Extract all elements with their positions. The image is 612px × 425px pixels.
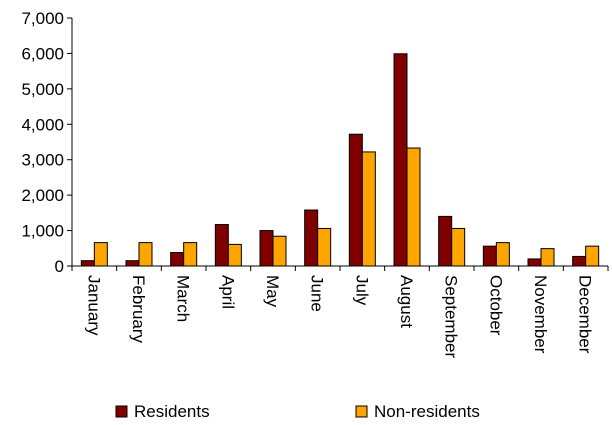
- y-tick-label: 1,000: [21, 222, 64, 241]
- bars: [80, 53, 600, 267]
- x-tick-label-october: October: [486, 275, 505, 336]
- bar-non-residents-march: [183, 242, 198, 267]
- y-tick-label: 5,000: [21, 80, 64, 99]
- bar-residents-february: [125, 260, 140, 267]
- y-tick-label: 3,000: [21, 151, 64, 170]
- bar-non-residents-november: [540, 248, 555, 267]
- bar-non-residents-august: [406, 147, 421, 267]
- x-tick-label-november: November: [531, 275, 550, 354]
- x-tick-label-february: February: [129, 275, 148, 344]
- bar-residents-november: [527, 258, 542, 267]
- bar-residents-march: [170, 252, 185, 267]
- x-tick-label-june: June: [308, 275, 327, 312]
- bar-residents-may: [259, 230, 274, 267]
- bar-non-residents-june: [317, 227, 332, 267]
- x-tick-label-july: July: [352, 275, 371, 306]
- bar-residents-april: [214, 224, 229, 267]
- bar-non-residents-april: [227, 243, 242, 267]
- x-tick-label-april: April: [218, 275, 237, 309]
- bar-residents-december: [572, 255, 587, 267]
- bar-non-residents-may: [272, 235, 287, 267]
- legend: Residents Non-residents: [115, 402, 480, 421]
- bar-non-residents-july: [361, 151, 376, 267]
- bar-residents-october: [482, 245, 497, 267]
- legend-label-residents: Residents: [134, 402, 210, 421]
- x-tick-label-september: September: [442, 275, 461, 358]
- bar-non-residents-february: [138, 242, 153, 267]
- x-tick-label-january: January: [84, 275, 103, 336]
- y-tick-label: 6,000: [21, 44, 64, 63]
- legend-swatch-non-residents: [355, 405, 368, 418]
- x-tick-label-december: December: [576, 275, 595, 354]
- bar-non-residents-december: [585, 245, 600, 267]
- x-tick-label-march: March: [174, 275, 193, 322]
- y-axis-ticks: 0 1,000 2,000 3,000 4,000 5,000 6,000 7,000: [21, 9, 609, 276]
- bar-residents-july: [348, 133, 363, 267]
- x-axis-labels: January February March April May June July Augu…: [84, 275, 594, 358]
- bar-non-residents-october: [495, 242, 510, 267]
- y-tick-label: 0: [55, 257, 64, 276]
- legend-label-non-residents: Non-residents: [374, 402, 480, 421]
- bar-residents-august: [393, 53, 408, 267]
- bar-non-residents-january: [93, 242, 108, 267]
- bar-residents-january: [80, 260, 95, 267]
- bar-non-residents-september: [451, 227, 466, 267]
- x-tick-label-may: May: [263, 275, 282, 308]
- bar-residents-september: [438, 215, 453, 267]
- y-tick-label: 2,000: [21, 186, 64, 205]
- x-tick-label-august: August: [397, 275, 416, 328]
- y-tick-label: 7,000: [21, 9, 64, 28]
- legend-swatch-residents: [115, 405, 128, 418]
- y-tick-label: 4,000: [21, 115, 64, 134]
- bar-residents-june: [304, 209, 319, 267]
